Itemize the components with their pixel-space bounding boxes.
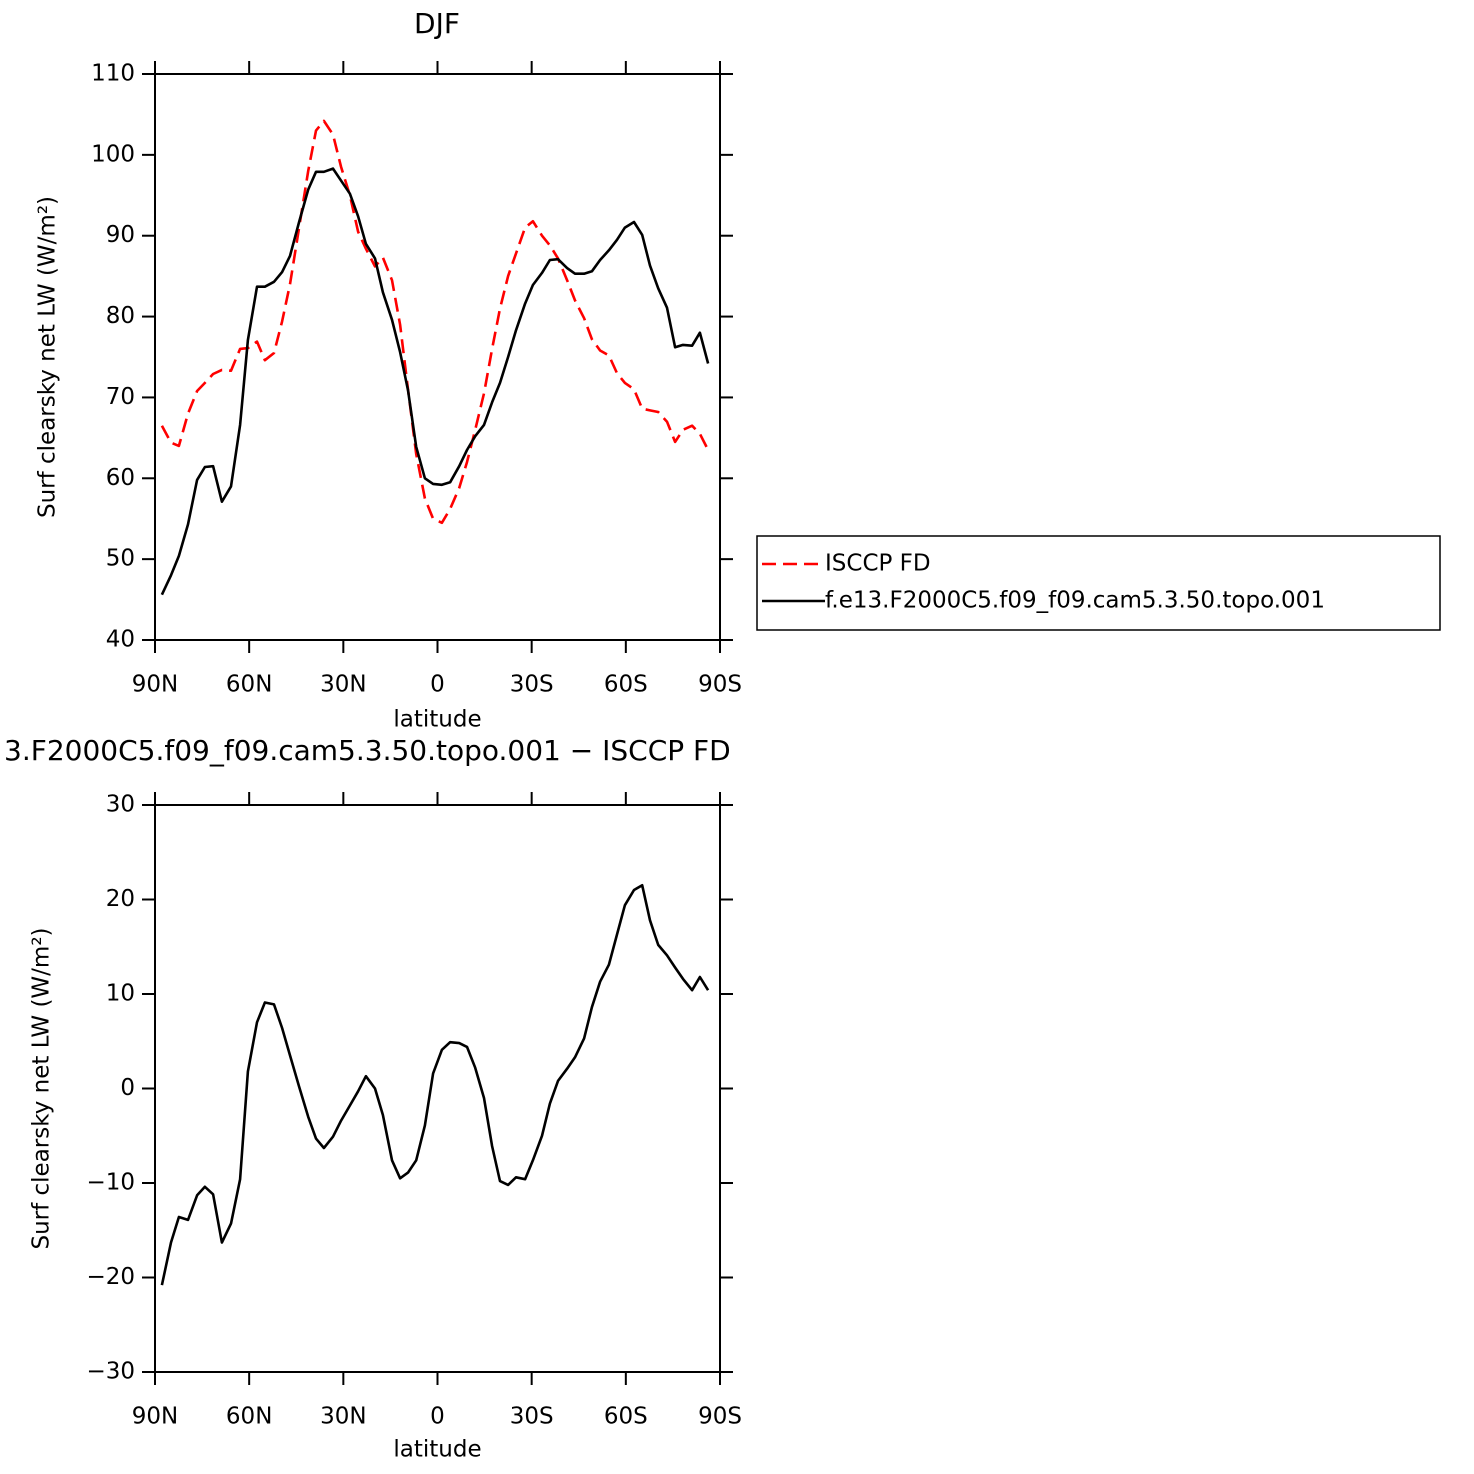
- y-tick-label: 10: [106, 981, 135, 1007]
- x-tick-label: 60S: [604, 1404, 648, 1430]
- x-tick-label: 30N: [320, 1404, 366, 1430]
- data-line: [160, 119, 710, 525]
- x-axis-label: latitude: [393, 707, 481, 733]
- x-tick-label: 60N: [226, 1404, 272, 1430]
- y-tick-label: 60: [106, 465, 135, 491]
- y-tick-label: −10: [86, 1170, 135, 1196]
- chart-title: DJF: [414, 7, 460, 40]
- x-axis-label: latitude: [393, 1437, 481, 1463]
- y-tick-label: 40: [106, 627, 135, 653]
- y-tick-label: 0: [120, 1075, 135, 1101]
- x-tick-label: 30S: [510, 1404, 554, 1430]
- x-tick-label: 0: [430, 672, 445, 698]
- y-axis-label: Surf clearsky net LW (W/m²): [29, 927, 55, 1249]
- y-tick-label: 70: [106, 384, 135, 410]
- y-tick-label: 80: [106, 303, 135, 329]
- y-tick-label: 20: [106, 886, 135, 912]
- x-tick-label: 60S: [604, 672, 648, 698]
- y-tick-label: 30: [106, 792, 135, 818]
- x-tick-label: 0: [430, 1404, 445, 1430]
- y-tick-label: −20: [86, 1264, 135, 1290]
- legend-label: f.e13.F2000C5.f09_f09.cam5.3.50.topo.001: [825, 588, 1325, 614]
- x-tick-label: 30S: [510, 672, 554, 698]
- y-tick-label: 110: [91, 61, 135, 87]
- plot-frame: [154, 804, 721, 1373]
- x-tick-label: 90N: [132, 1404, 178, 1430]
- x-tick-label: 90S: [698, 672, 742, 698]
- data-line: [160, 884, 710, 1286]
- legend-label: ISCCP FD: [825, 551, 931, 577]
- y-tick-label: 100: [91, 141, 135, 167]
- y-tick-label: 50: [106, 546, 135, 572]
- y-axis-label: Surf clearsky net LW (W/m²): [35, 196, 61, 518]
- x-tick-label: 30N: [320, 672, 366, 698]
- x-tick-label: 60N: [226, 672, 272, 698]
- x-tick-label: 90N: [132, 672, 178, 698]
- x-tick-label: 90S: [698, 1404, 742, 1430]
- y-tick-label: −30: [86, 1359, 135, 1385]
- plot-frame: [154, 73, 721, 641]
- legend-box: [756, 535, 1441, 631]
- y-tick-label: 90: [106, 222, 135, 248]
- chart-title: 3.F2000C5.f09_f09.cam5.3.50.topo.001 − I…: [4, 734, 731, 767]
- data-line: [160, 167, 710, 596]
